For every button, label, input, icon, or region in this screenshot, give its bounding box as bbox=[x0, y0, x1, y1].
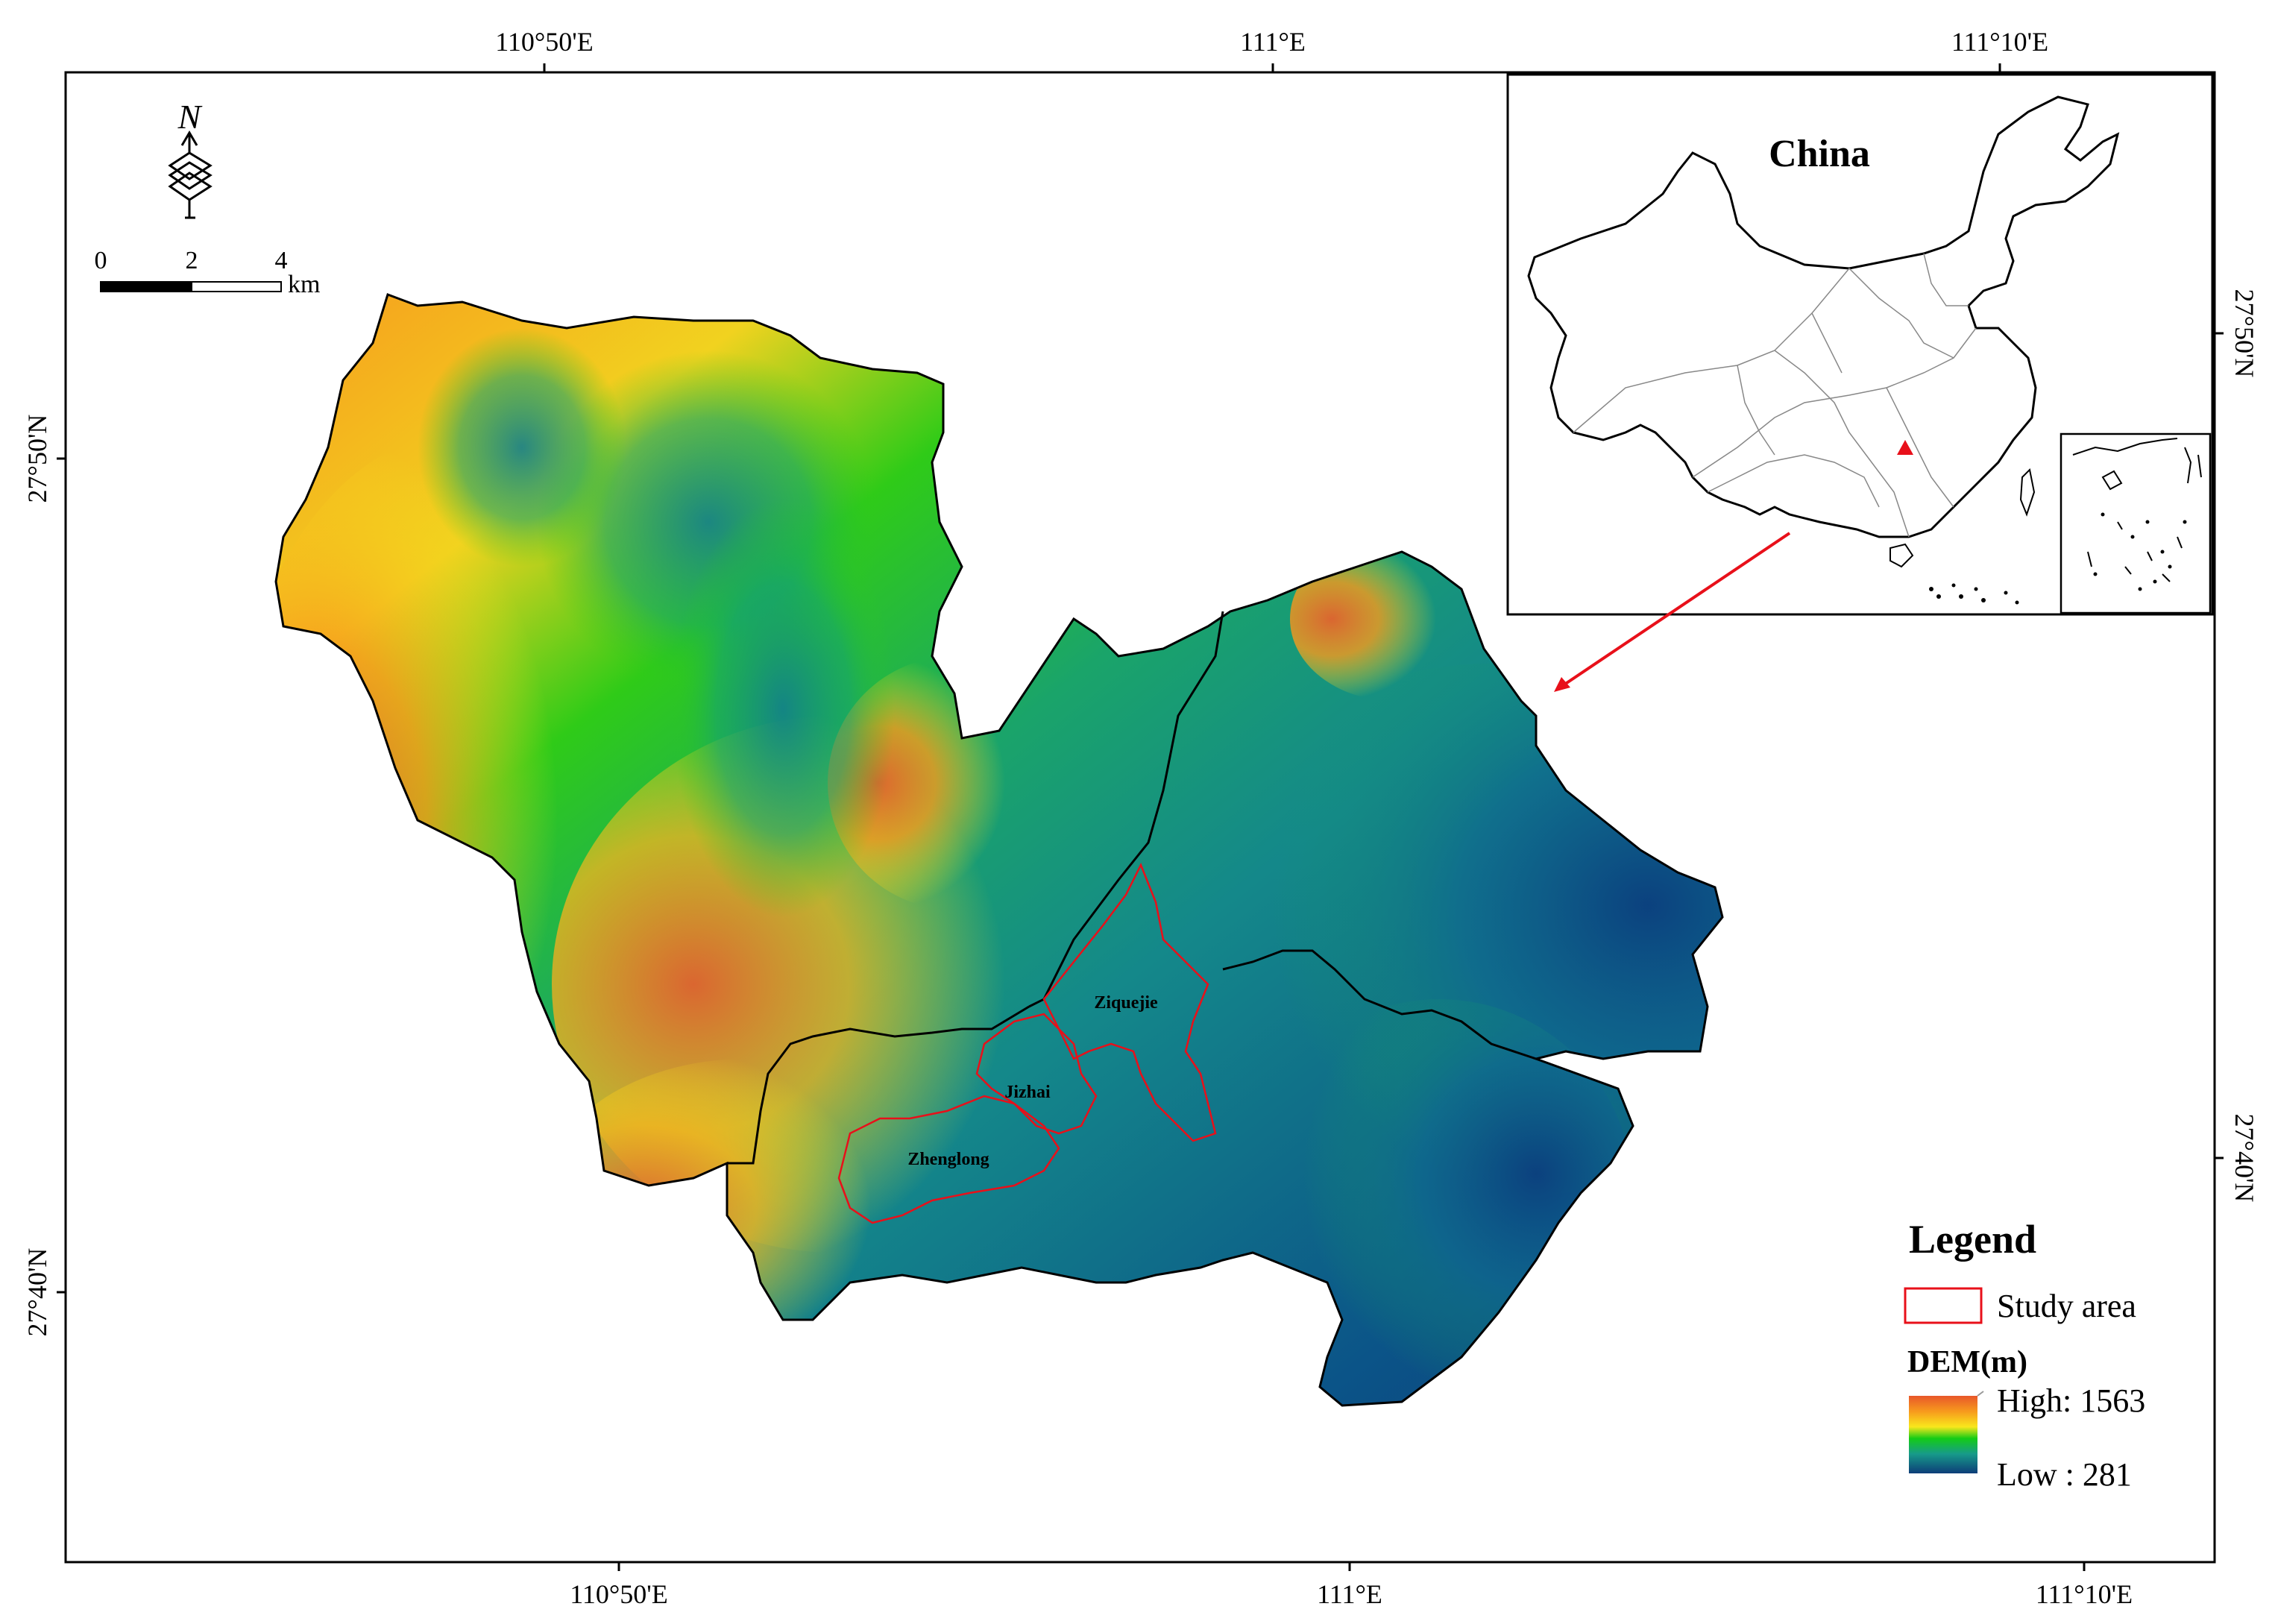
dem-high-label: High: 1563 bbox=[1997, 1382, 2145, 1419]
dem-title: DEM(m) bbox=[1907, 1345, 2027, 1379]
bottom-longitude-label: 111°10'E bbox=[2036, 1579, 2133, 1609]
ziquejie-outline bbox=[1042, 862, 1217, 1142]
top-longitude-label: 111°E bbox=[1240, 27, 1306, 57]
right-latitude-label: 27°40'N bbox=[2230, 1114, 2259, 1203]
zhenglong-outline bbox=[837, 1095, 1060, 1224]
hainan-island bbox=[1889, 543, 1914, 568]
region-boundary bbox=[274, 293, 1724, 1407]
study-area-label: Study area bbox=[1997, 1288, 2136, 1324]
south-sea-islands bbox=[1929, 583, 2019, 605]
frame-ticks bbox=[57, 63, 2224, 1571]
county-boundary bbox=[727, 1005, 1030, 1165]
right-latitude-label: 27°50'N bbox=[2230, 289, 2259, 378]
south-china-sea-inset bbox=[2060, 432, 2212, 614]
province-boundaries bbox=[1573, 253, 1977, 538]
dem-low-label: Low : 281 bbox=[1997, 1456, 2132, 1493]
jizhai-outline bbox=[975, 1013, 1098, 1135]
study-area-swatch bbox=[1904, 1287, 1983, 1324]
north-arrow-icon: N bbox=[168, 98, 213, 219]
scale-tick-label: 4 bbox=[275, 247, 288, 274]
south-china-sea-dots bbox=[2093, 512, 2187, 591]
site-label-zhenglong: Zhenglong bbox=[907, 1150, 989, 1169]
china-inset: China bbox=[1506, 73, 2214, 616]
top-longitude-label: 110°50'E bbox=[495, 27, 594, 57]
left-latitude-label: 27°40'N bbox=[22, 1248, 52, 1337]
locator-arrow bbox=[1554, 532, 1791, 692]
bottom-longitude-label: 111°E bbox=[1317, 1579, 1382, 1609]
map-frame bbox=[64, 71, 2216, 1564]
china-outline bbox=[1527, 95, 2120, 538]
county-boundary bbox=[1028, 611, 1224, 1008]
top-longitude-label: 111°10'E bbox=[1951, 27, 2048, 57]
dem-color-ramp bbox=[1909, 1396, 1977, 1473]
scale-bar bbox=[100, 281, 282, 292]
site-label-ziquejie: Ziquejie bbox=[1094, 993, 1158, 1013]
taiwan-island bbox=[2019, 468, 2036, 517]
scale-tick-label: 2 bbox=[186, 247, 198, 274]
legend-title: Legend bbox=[1909, 1217, 2036, 1262]
south-china-sea-islands bbox=[2072, 438, 2202, 582]
county-boundary bbox=[1222, 949, 1537, 1060]
legend: Legend Study area DEM(m) High: 1563 Low … bbox=[1904, 1217, 2145, 1493]
scale-unit-label: km bbox=[288, 271, 320, 298]
study-location-marker bbox=[1897, 440, 1913, 455]
inset-title: China bbox=[1769, 133, 1870, 175]
study-area-outlines bbox=[837, 862, 1217, 1224]
scale-tick-label: 0 bbox=[95, 247, 107, 274]
north-arrow-letter: N bbox=[177, 98, 203, 136]
left-latitude-label: 27°50'N bbox=[22, 415, 52, 503]
bottom-longitude-label: 110°50'E bbox=[570, 1579, 668, 1609]
site-label-jizhai: Jizhai bbox=[1004, 1083, 1051, 1102]
